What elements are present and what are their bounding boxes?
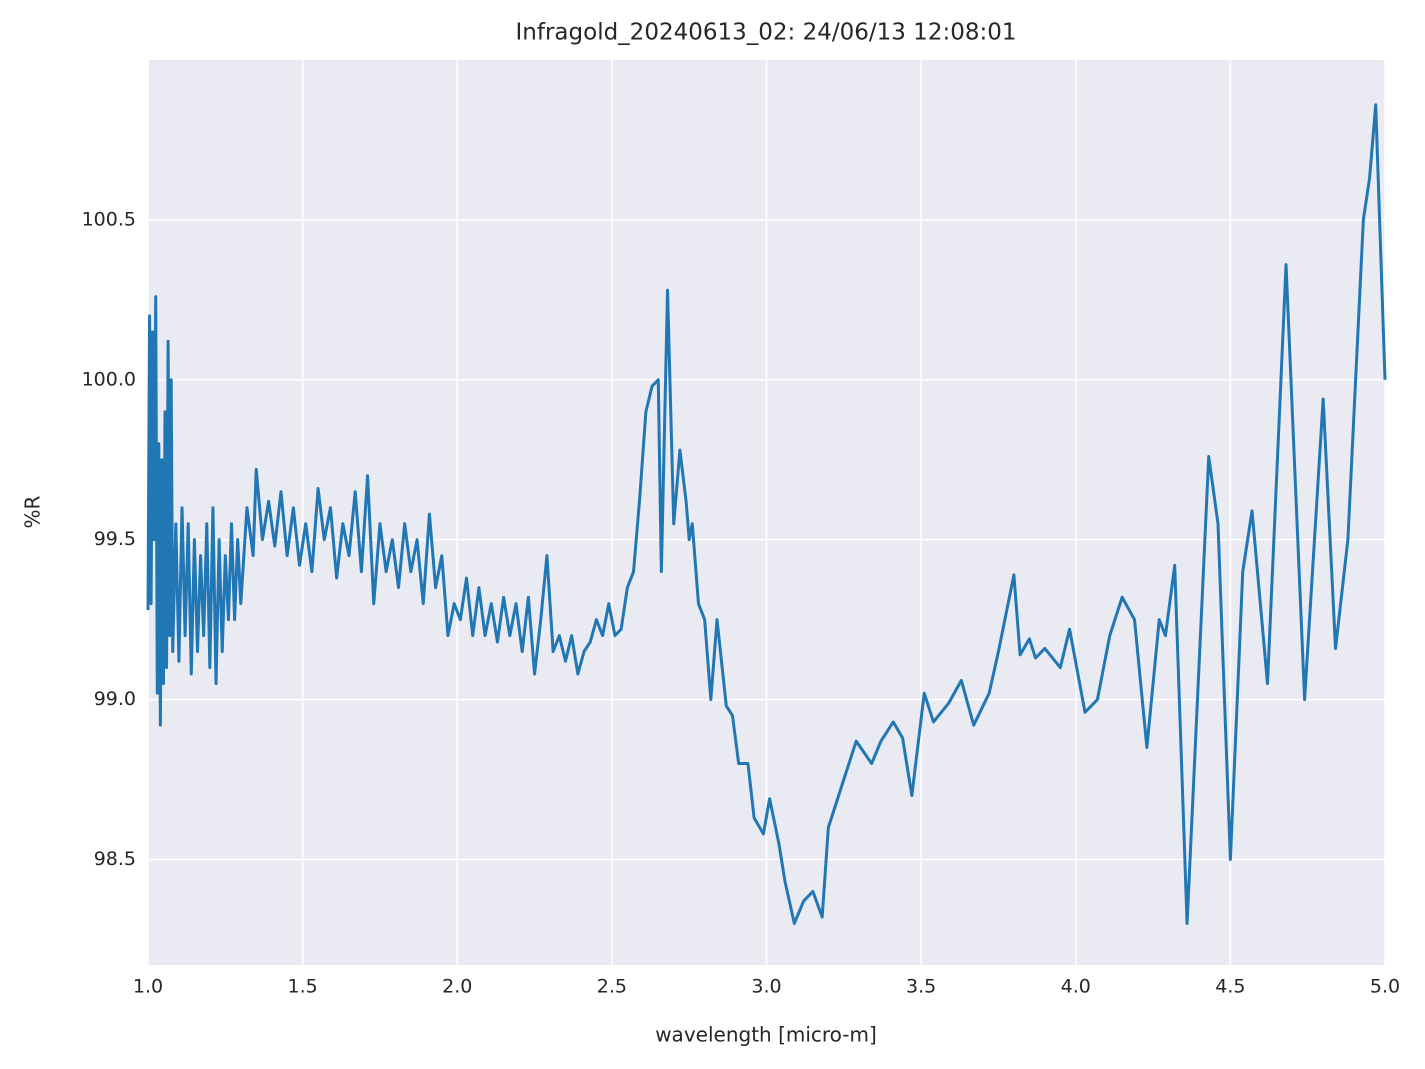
- x-tick-label: 1.0: [133, 976, 163, 998]
- x-tick-label: 4.0: [1061, 976, 1091, 998]
- y-tick-label: 98.5: [94, 848, 136, 870]
- x-tick-label: 2.0: [442, 976, 472, 998]
- x-axis-label: wavelength [micro-m]: [655, 1023, 877, 1047]
- x-tick-label: 5.0: [1370, 976, 1400, 998]
- y-tick-label: 99.0: [94, 688, 136, 710]
- x-tick-label: 1.5: [288, 976, 318, 998]
- data-line: [146, 103, 1387, 925]
- y-tick-label: 99.5: [94, 528, 136, 550]
- x-tick-label: 3.5: [906, 976, 936, 998]
- y-tick-label: 100.5: [82, 208, 136, 230]
- x-tick-label: 4.5: [1215, 976, 1245, 998]
- y-axis-label: %R: [21, 495, 45, 528]
- y-tick-label: 100.0: [82, 368, 136, 390]
- x-tick-label: 2.5: [597, 976, 627, 998]
- x-tick-label: 3.0: [751, 976, 781, 998]
- chart-title: Infragold_20240613_02: 24/06/13 12:08:01: [516, 20, 1017, 46]
